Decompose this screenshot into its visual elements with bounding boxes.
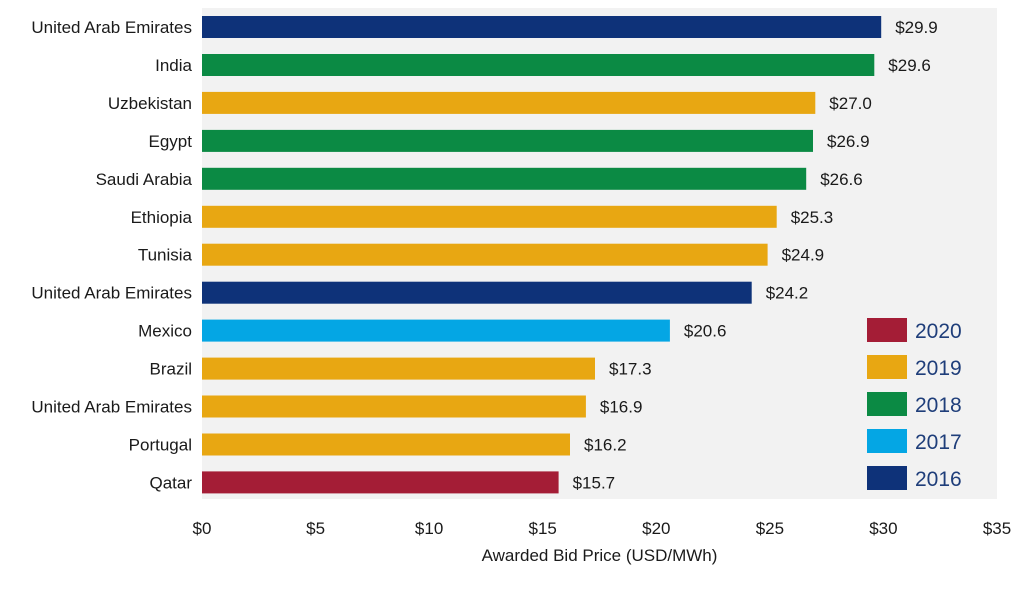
bar-2: [202, 91, 816, 114]
x-tick-label: $35: [983, 519, 1011, 538]
bar-6: [202, 243, 768, 266]
x-tick-label: $30: [869, 519, 897, 538]
legend-swatch-2020: [867, 318, 907, 342]
value-label: $25.3: [791, 208, 834, 227]
category-label: Tunisia: [138, 246, 193, 265]
legend-swatch-2018: [867, 392, 907, 416]
legend-swatch-2017: [867, 429, 907, 453]
legend-label: 2017: [915, 431, 962, 454]
value-label: $26.9: [827, 132, 870, 151]
x-tick-label: $5: [306, 519, 325, 538]
bar-10: [202, 395, 586, 418]
bar-7: [202, 281, 752, 304]
x-tick-label: $10: [415, 519, 443, 538]
value-label: $27.0: [829, 94, 872, 113]
bar-5: [202, 205, 777, 228]
value-label: $26.6: [820, 170, 863, 189]
x-axis-title: Awarded Bid Price (USD/MWh): [482, 546, 718, 565]
value-label: $20.6: [684, 322, 727, 341]
value-label: $17.3: [609, 360, 652, 379]
x-tick-label: $0: [193, 519, 212, 538]
legend-label: 2020: [915, 320, 962, 343]
value-label: $24.2: [766, 284, 809, 303]
category-label: India: [155, 56, 192, 75]
value-label: $16.2: [584, 436, 627, 455]
category-label: Mexico: [138, 322, 192, 341]
bar-0: [202, 16, 882, 38]
bar-11: [202, 433, 570, 456]
bar-1: [202, 54, 875, 76]
legend-label: 2018: [915, 394, 962, 417]
bar-12: [202, 471, 559, 494]
bars-group: [202, 16, 882, 494]
bar-8: [202, 319, 670, 342]
x-axis-ticks: $0 $5 $10 $15 $20 $25 $30 $35: [193, 519, 1012, 538]
x-tick-label: $25: [756, 519, 784, 538]
category-labels: United Arab Emirates India Uzbekistan Egypt…: [31, 18, 192, 492]
legend-swatch-2016: [867, 466, 907, 490]
category-label: United Arab Emirates: [31, 284, 192, 303]
category-label: Brazil: [149, 360, 192, 379]
category-label: Portugal: [129, 436, 192, 455]
category-label: Qatar: [149, 473, 192, 492]
bar-9: [202, 357, 595, 380]
category-label: United Arab Emirates: [31, 18, 192, 37]
bar-4: [202, 167, 807, 190]
value-label: $16.9: [600, 398, 643, 417]
category-label: United Arab Emirates: [31, 398, 192, 417]
legend-label: 2019: [915, 357, 962, 380]
category-label: Uzbekistan: [108, 94, 192, 113]
value-label: $29.6: [888, 56, 931, 75]
x-tick-label: $20: [642, 519, 670, 538]
category-label: Saudi Arabia: [96, 170, 193, 189]
category-label: Ethiopia: [131, 208, 193, 227]
value-label: $24.9: [782, 246, 825, 265]
category-label: Egypt: [149, 132, 193, 151]
x-tick-label: $15: [529, 519, 557, 538]
value-labels: $29.9 $29.6 $27.0 $26.9 $26.6 $25.3 $24.9 $24.2…: [573, 18, 938, 492]
bar-3: [202, 129, 813, 152]
value-label: $29.9: [895, 18, 938, 37]
value-label: $15.7: [573, 473, 616, 492]
legend-label: 2016: [915, 468, 962, 491]
legend: 2020 2019 2018 2017 2016: [867, 318, 962, 491]
legend-swatch-2019: [867, 355, 907, 379]
